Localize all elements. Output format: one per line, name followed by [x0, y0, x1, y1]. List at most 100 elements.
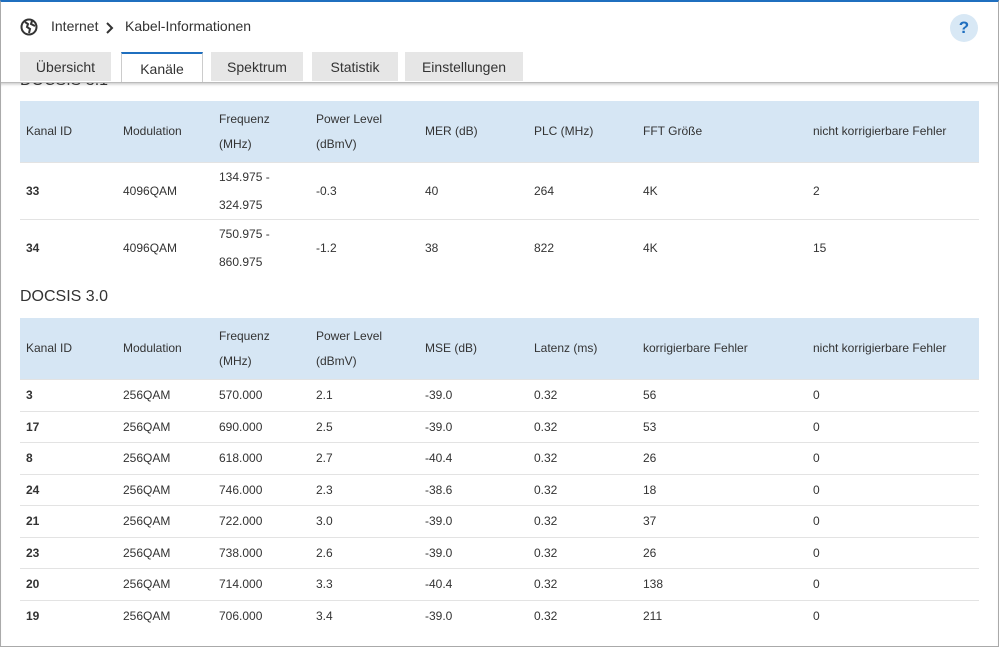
cell: 0: [807, 473, 979, 506]
row: 20 256QAM 714.000 3.3 -40.4 0.32 138 0: [20, 568, 979, 600]
cell: 2.6: [310, 536, 419, 569]
cell: 256QAM: [117, 568, 213, 600]
column-header: Kanal ID: [20, 318, 117, 380]
cell: 0: [807, 599, 979, 631]
cell: 3: [20, 379, 117, 411]
cell: 53: [637, 410, 807, 443]
tab[interactable]: Übersicht: [20, 52, 111, 81]
cell: 37: [637, 505, 807, 537]
cell: 17: [20, 410, 117, 443]
cell: 2.5: [310, 410, 419, 443]
column-header: Power Level (dBmV): [310, 101, 419, 163]
tab[interactable]: Statistik: [312, 52, 398, 81]
section-title: DOCSIS 3.0: [20, 288, 109, 305]
cell: 4K: [637, 162, 807, 220]
cell: 2.3: [310, 473, 419, 506]
cell: 256QAM: [117, 536, 213, 569]
tab[interactable]: Einstellungen: [405, 52, 523, 81]
cell: 4096QAM: [117, 162, 213, 220]
cell: 134.975 - 324.975: [213, 162, 310, 220]
header: Internet Kabel-Informationen ? Übersicht…: [1, 2, 998, 82]
cell: 23: [20, 536, 117, 569]
cell: 0: [807, 505, 979, 537]
column-header: Frequenz (MHz): [213, 101, 310, 163]
cell: 2.7: [310, 442, 419, 474]
cell: 38: [419, 219, 528, 276]
cell: 3.4: [310, 599, 419, 631]
breadcrumb: Kabel-Informationen: [125, 18, 252, 34]
cell: -0.3: [310, 162, 419, 220]
cell: 0.32: [528, 568, 637, 600]
cell: 18: [637, 473, 807, 506]
cell: 706.000: [213, 599, 310, 631]
cell: 26: [637, 536, 807, 569]
cell: 256QAM: [117, 442, 213, 474]
row: 19 256QAM 706.000 3.4 -39.0 0.32 211 0: [20, 599, 979, 631]
cell: 738.000: [213, 536, 310, 569]
tab-active[interactable]: Kanäle: [121, 52, 203, 82]
row: 24 256QAM 746.000 2.3 -38.6 0.32 18 0: [20, 473, 979, 506]
cell: 618.000: [213, 442, 310, 474]
row: 21 256QAM 722.000 3.0 -39.0 0.32 37 0: [20, 505, 979, 537]
column-header: Latenz (ms): [528, 318, 637, 380]
cell: 0.32: [528, 536, 637, 569]
cell: 0: [807, 536, 979, 569]
cell: 3.0: [310, 505, 419, 537]
cell: 40: [419, 162, 528, 220]
cell: -38.6: [419, 473, 528, 506]
row: 33 4096QAM 134.975 - 324.975 -0.3 40 264 4K 2: [20, 162, 979, 220]
row: 34 4096QAM 750.975 - 860.975 -1.2 38 822 4K 15: [20, 219, 979, 276]
column-header: PLC (MHz): [528, 101, 637, 163]
column-header: Power Level (dBmV): [310, 318, 419, 380]
cell: 211: [637, 599, 807, 631]
row: 3 256QAM 570.000 2.1 -39.0 0.32 56 0: [20, 379, 979, 411]
cell: 19: [20, 599, 117, 631]
cell: 0.32: [528, 473, 637, 506]
cell: 0.32: [528, 379, 637, 411]
cell: -39.0: [419, 599, 528, 631]
cell: 570.000: [213, 379, 310, 411]
cell: -40.4: [419, 442, 528, 474]
cell: 26: [637, 442, 807, 474]
cell: 3.3: [310, 568, 419, 600]
cell: 0.32: [528, 505, 637, 537]
column-header: FFT Größe: [637, 101, 807, 163]
data-table: Kanal ID Modulation Frequenz (MHz) Power Le…: [20, 101, 979, 276]
cell: 2: [807, 162, 979, 220]
cell: 0: [807, 568, 979, 600]
cell: -1.2: [310, 219, 419, 276]
column-header: Kanal ID: [20, 101, 117, 163]
cell: -39.0: [419, 536, 528, 569]
cell: 822: [528, 219, 637, 276]
section-title: DOCSIS 3.1: [20, 83, 979, 101]
column-header: Modulation: [117, 101, 213, 163]
cell: 0.32: [528, 410, 637, 443]
cell: -39.0: [419, 505, 528, 537]
cell: 4K: [637, 219, 807, 276]
row: 8 256QAM 618.000 2.7 -40.4 0.32 26 0: [20, 442, 979, 474]
tab[interactable]: Spektrum: [211, 52, 303, 81]
column-header: nicht korrigierbare Fehler: [807, 101, 979, 163]
column-header: nicht korrigierbare Fehler: [807, 318, 979, 380]
table-section: DOCSIS 3.0 Kanal ID Modulation Frequenz (MH…: [20, 276, 979, 631]
cell: 8: [20, 442, 117, 474]
cell: 256QAM: [117, 505, 213, 537]
cell: 24: [20, 473, 117, 506]
cell: 0: [807, 379, 979, 411]
help-button[interactable]: ?: [950, 14, 978, 42]
cell: 0.32: [528, 599, 637, 631]
column-header: Modulation: [117, 318, 213, 380]
globe-icon: [20, 18, 38, 36]
breadcrumb[interactable]: Internet: [51, 18, 99, 34]
column-header: MER (dB): [419, 101, 528, 163]
header-row: Kanal ID Modulation Frequenz (MHz) Power Le…: [20, 101, 979, 163]
cell: 750.975 - 860.975: [213, 219, 310, 276]
header-row: Kanal ID Modulation Frequenz (MHz) Power Le…: [20, 318, 979, 380]
cell: 15: [807, 219, 979, 276]
cell: 21: [20, 505, 117, 537]
column-header: Frequenz (MHz): [213, 318, 310, 380]
cell: 56: [637, 379, 807, 411]
chevron: [106, 22, 114, 34]
